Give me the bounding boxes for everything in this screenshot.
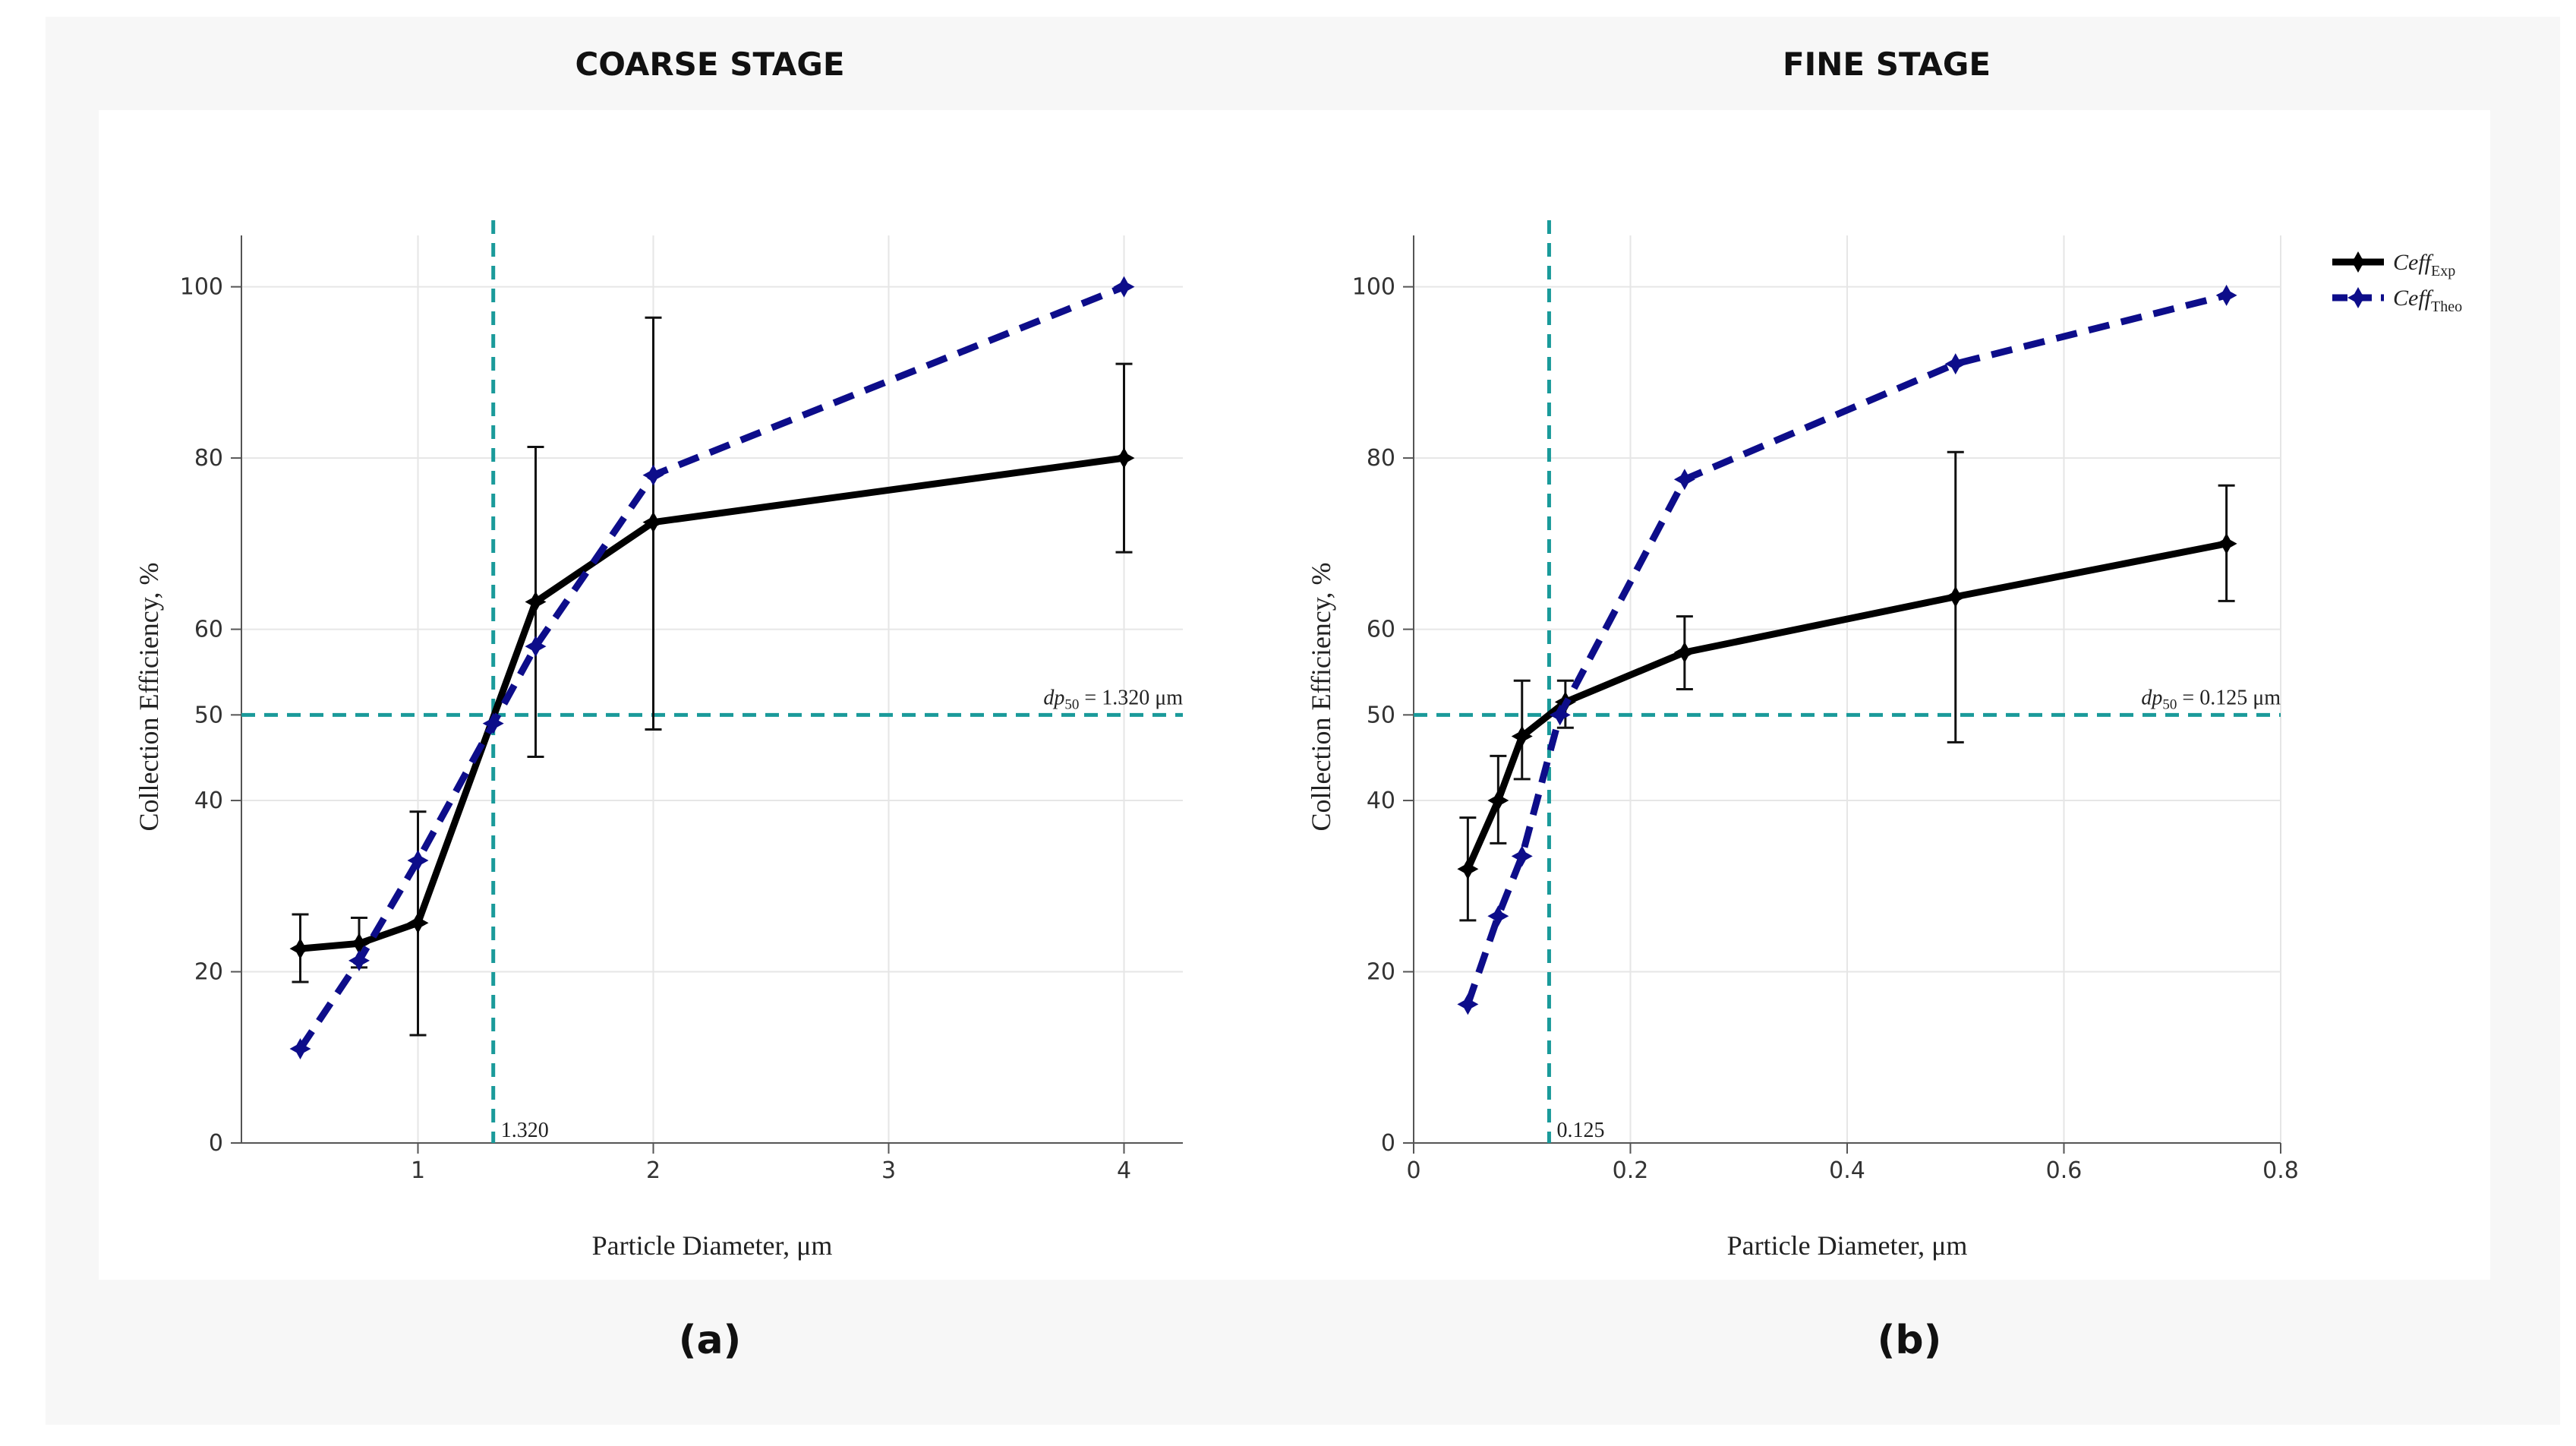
fine-ytick-label: 60	[1367, 617, 1395, 643]
coarse-ytick-label: 20	[194, 959, 223, 986]
fine-exp-point	[2215, 532, 2237, 554]
fine-exp-point	[1487, 790, 1509, 812]
legend-entry-exp: CeffExp	[2332, 250, 2455, 279]
fine-xtick-label: 0.4	[1829, 1157, 1865, 1184]
fine-ytick-label: 40	[1367, 788, 1395, 814]
coarse-ytick-label: 100	[180, 274, 223, 301]
fine-theo-point	[1673, 469, 1695, 491]
fine-ytick-label: 80	[1367, 445, 1395, 472]
fine-theo-point	[1944, 353, 1966, 375]
panel-a-label: (a)	[678, 1318, 742, 1363]
fine-xtick-label: 0	[1406, 1157, 1420, 1184]
fine-xtick-label: 0.8	[2262, 1157, 2299, 1184]
coarse-xtick-label: 4	[1117, 1157, 1131, 1184]
coarse-exp-point	[407, 912, 429, 934]
coarse-ytick-label: 40	[194, 788, 223, 814]
legend-theo-label: CeffTheo	[2393, 286, 2462, 315]
fine-exp-point	[1457, 858, 1479, 880]
fine-xtick-label: 0.6	[2046, 1157, 2083, 1184]
coarse-theo-series-line	[297, 283, 1126, 1051]
panel-b-title: FINE STAGE	[1782, 46, 1991, 83]
fine-exp-point	[1944, 586, 1966, 608]
coarse-ytick-label: 50	[194, 702, 223, 728]
fine-theo-point	[1487, 905, 1509, 927]
coarse-theo-point	[1113, 276, 1135, 298]
coarse-dp50-annotation: dp50 = 1.320 μm	[1043, 686, 1183, 712]
coarse-stage-chart: 0 20 40 50 60 80 100 1 2 3 4 Particle Diameter, μm C…	[134, 220, 1183, 1261]
fine-dp50-annotation: dp50 = 0.125 μm	[2141, 686, 2281, 712]
fine-ytick-label: 0	[1381, 1130, 1395, 1157]
legend-theo-marker	[2347, 287, 2369, 308]
coarse-theo-point	[642, 464, 664, 486]
coarse-x-axis-title: Particle Diameter, μm	[592, 1230, 833, 1261]
fine-theo-point	[1511, 845, 1533, 867]
fine-ytick-label: 50	[1367, 702, 1395, 728]
plot-area	[99, 110, 2490, 1280]
fine-theo-point	[1457, 993, 1479, 1015]
coarse-y-axis-title: Collection Efficiency, %	[134, 563, 164, 832]
fine-ytick-label: 100	[1352, 274, 1395, 301]
legend-exp-marker	[2347, 251, 2369, 273]
legend-entry-theo: CeffTheo	[2332, 286, 2462, 315]
coarse-xtick-label: 1	[411, 1157, 425, 1184]
coarse-xtick-label: 3	[881, 1157, 896, 1184]
coarse-ytick-label: 80	[194, 445, 223, 472]
legend-exp-label: CeffExp	[2393, 250, 2455, 279]
panel-b-label: (b)	[1877, 1318, 1942, 1363]
coarse-exp-series-line	[300, 454, 1125, 952]
fine-theo-point	[2215, 284, 2237, 306]
legend: CeffExp CeffTheo	[2332, 250, 2462, 315]
fine-stage-chart: 0 20 40 50 60 80 100 0 0.2 0.4 0.6 0.8 Particle Diam…	[1306, 220, 2299, 1261]
coarse-xtick-label: 2	[646, 1157, 661, 1184]
coarse-exp-point	[289, 938, 311, 960]
coarse-ytick-label: 0	[209, 1130, 223, 1157]
coarse-exp-point	[1113, 447, 1135, 469]
coarse-dp50-tick-annotation: 1.320	[501, 1119, 549, 1142]
coarse-ytick-label: 60	[194, 617, 223, 643]
fine-dp50-tick-annotation: 0.125	[1556, 1119, 1604, 1142]
fine-y-axis-title: Collection Efficiency, %	[1306, 563, 1336, 832]
fine-exp-point	[1673, 642, 1695, 664]
fine-x-axis-title: Particle Diameter, μm	[1727, 1230, 1968, 1261]
fine-xtick-label: 0.2	[1613, 1157, 1649, 1184]
fine-ytick-label: 20	[1367, 959, 1395, 986]
panel-a-title: COARSE STAGE	[575, 46, 845, 83]
